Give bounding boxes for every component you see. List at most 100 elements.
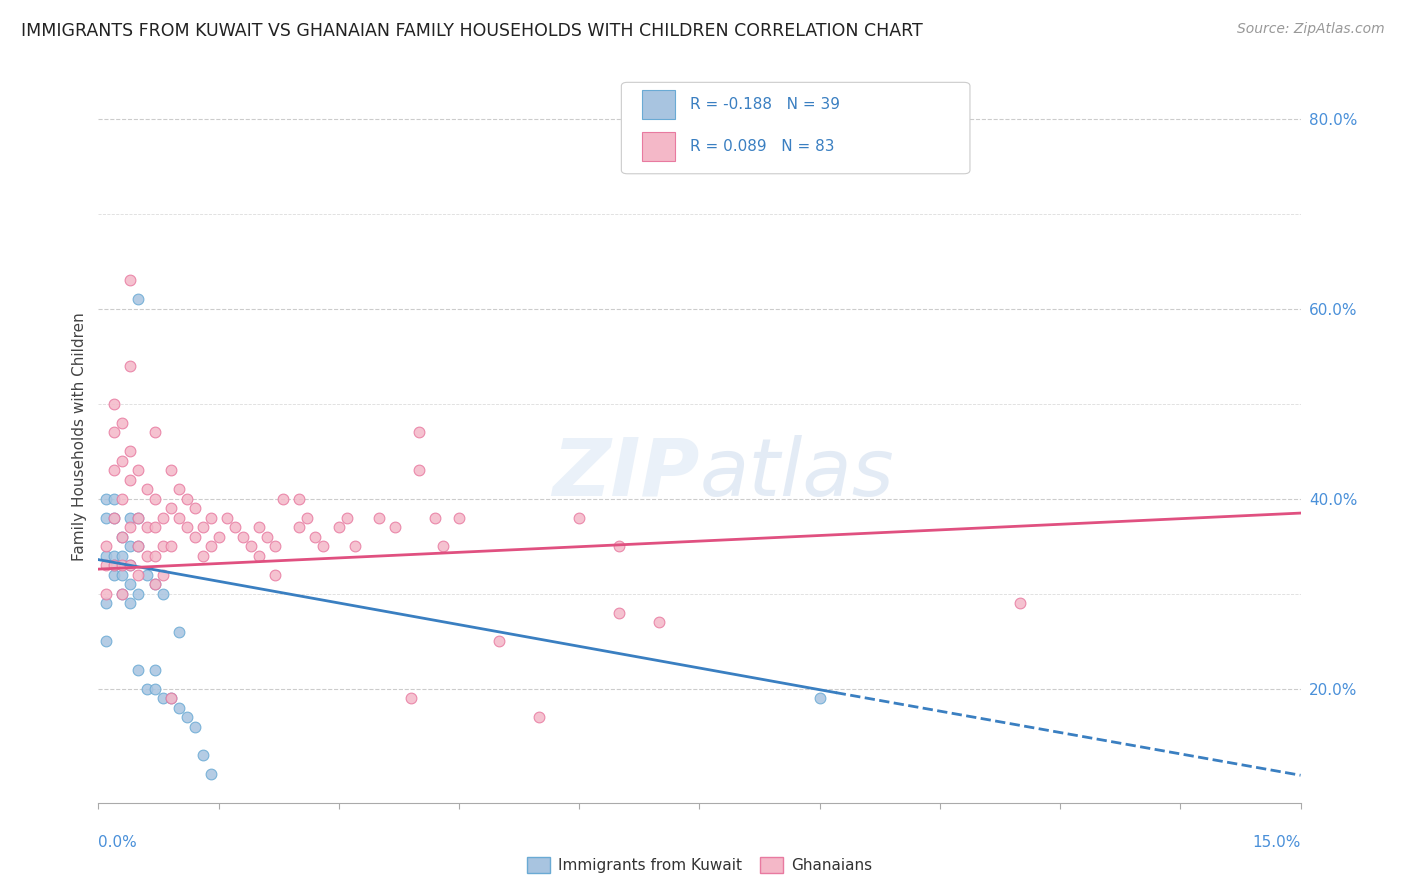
Point [96,596,118,610]
Point [120,273,142,287]
Point [143,577,166,591]
Point [191,520,214,534]
Point [96,491,118,506]
Point [103,558,125,573]
Point [128,539,150,553]
Point [120,520,142,534]
Point [208,530,231,544]
FancyBboxPatch shape [621,82,970,174]
Point [152,691,174,706]
Point [128,511,150,525]
Y-axis label: Family Households with Children: Family Households with Children [72,313,87,561]
Point [256,530,278,544]
Point [143,577,166,591]
Point [103,425,125,440]
Point [120,444,142,458]
Text: R = -0.188   N = 39: R = -0.188 N = 39 [690,97,839,112]
Point [135,549,157,563]
Point [191,549,214,563]
Point [111,530,134,544]
Point [191,748,214,763]
Point [159,539,181,553]
Point [167,511,190,525]
Point [176,491,198,506]
Point [103,549,125,563]
Point [143,549,166,563]
Point [432,539,454,553]
Bar [641,132,675,161]
Text: 15.0%: 15.0% [1253,836,1301,850]
Point [111,587,134,601]
Point [408,463,430,477]
Point [103,491,125,506]
Point [609,606,631,620]
Point [96,511,118,525]
Point [96,634,118,648]
Point [609,539,631,553]
Point [183,501,205,516]
Point [159,691,181,706]
Point [120,577,142,591]
Point [135,567,157,582]
Point [312,539,335,553]
Point [143,681,166,696]
Point [96,587,118,601]
Point [288,491,311,506]
Point [200,511,222,525]
Bar [641,90,675,119]
Point [152,511,174,525]
Point [103,397,125,411]
Point [200,767,222,781]
Point [111,587,134,601]
Point [152,567,174,582]
Point [128,511,150,525]
Point [128,587,150,601]
Text: 0.0%: 0.0% [98,836,138,850]
Point [399,691,422,706]
Point [128,663,150,677]
Point [103,558,125,573]
Point [111,416,134,430]
Point [648,615,671,630]
Point [247,520,270,534]
Point [111,558,134,573]
Point [120,558,142,573]
Point [152,587,174,601]
Point [808,691,831,706]
Point [120,558,142,573]
Point [247,549,270,563]
Point [96,558,118,573]
Text: Source: ZipAtlas.com: Source: ZipAtlas.com [1237,22,1385,37]
Point [159,691,181,706]
Point [120,596,142,610]
Point [96,549,118,563]
Point [159,463,181,477]
Point [111,454,134,468]
Point [288,520,311,534]
Text: IMMIGRANTS FROM KUWAIT VS GHANAIAN FAMILY HOUSEHOLDS WITH CHILDREN CORRELATION C: IMMIGRANTS FROM KUWAIT VS GHANAIAN FAMIL… [21,22,922,40]
Point [295,511,318,525]
Point [200,539,222,553]
Point [529,710,551,724]
Point [408,425,430,440]
Point [263,539,285,553]
Point [239,539,262,553]
Text: R = 0.089   N = 83: R = 0.089 N = 83 [690,139,834,154]
Point [167,624,190,639]
Point [343,539,366,553]
Point [568,511,591,525]
Point [103,511,125,525]
Point [368,511,391,525]
Point [103,511,125,525]
Point [232,530,254,544]
Point [488,634,510,648]
Point [384,520,406,534]
Point [103,567,125,582]
Point [167,483,190,497]
Point [263,567,285,582]
Point [111,567,134,582]
Point [224,520,246,534]
Point [135,681,157,696]
Point [111,530,134,544]
Point [103,463,125,477]
